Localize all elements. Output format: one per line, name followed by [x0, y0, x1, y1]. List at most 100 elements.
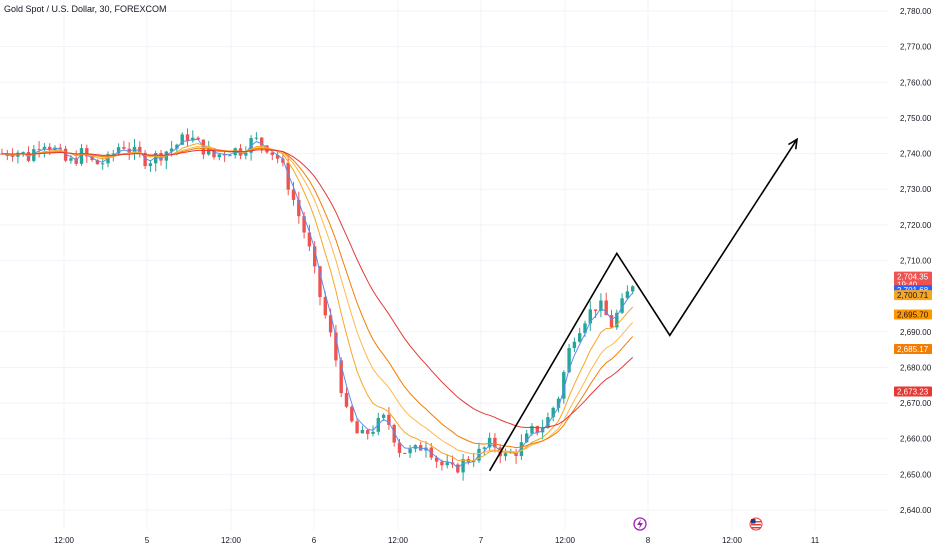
time-tick-label: 12:00	[54, 536, 75, 545]
projection-arrowhead	[788, 137, 799, 150]
candle-body	[148, 163, 153, 167]
candle-body	[180, 134, 184, 145]
candle-body	[222, 154, 227, 156]
us-flag-icon-stripe	[751, 521, 761, 523]
candle-body	[244, 152, 248, 156]
candle-body	[291, 189, 296, 200]
candle-body	[275, 154, 280, 159]
candle-body	[10, 155, 15, 157]
price-tick-label: 2,660.00	[900, 435, 932, 444]
candle-body	[302, 216, 306, 233]
moving-average-line-3	[1, 147, 634, 449]
price-tag-label: 2,673.23	[897, 388, 929, 397]
us-flag-icon-stripe	[751, 524, 761, 526]
time-tick-label: 6	[312, 536, 317, 545]
candle-body	[403, 452, 407, 454]
candle-body	[334, 332, 338, 361]
candle-body	[604, 300, 608, 316]
time-tick-label: 5	[145, 536, 150, 545]
candle-body	[445, 462, 449, 466]
time-axis: 12:00 5 12:00 6 12:00 7 12:00 8 12:00 11	[54, 536, 820, 545]
candle-body	[620, 298, 624, 313]
candle-body	[360, 430, 365, 434]
candle-body	[260, 137, 264, 146]
price-tick-label: 2,640.00	[900, 506, 932, 515]
time-tick-label: 12:00	[722, 536, 743, 545]
candle-body	[196, 137, 200, 140]
candle-body	[424, 447, 428, 451]
chart-title: Gold Spot / U.S. Dollar, 30, FOREXCOM	[4, 4, 167, 14]
price-axis: 2,780.00 2,770.00 2,760.00 2,750.00 2,740.00…	[900, 7, 932, 515]
price-tick-label: 2,750.00	[900, 114, 932, 123]
candle-body	[434, 457, 439, 462]
candle-body	[281, 158, 285, 163]
candle-body	[625, 291, 630, 299]
candle-body	[482, 447, 486, 449]
candle-body	[350, 406, 354, 422]
candle-body	[503, 453, 508, 457]
candle-body	[397, 442, 402, 453]
candle-body	[599, 300, 603, 311]
candle-body	[111, 153, 115, 155]
candle-body	[132, 146, 137, 153]
price-tick-label: 2,780.00	[900, 7, 932, 16]
candle-body	[371, 431, 375, 434]
candle-body	[530, 426, 534, 434]
fast-moving-average-line	[1, 138, 634, 469]
price-tag-label: 2,704.35	[897, 273, 929, 282]
price-tag-label: 2,685.17	[897, 345, 929, 354]
candle-body	[154, 153, 158, 164]
candle-body	[21, 152, 25, 154]
slow-moving-average-line	[1, 149, 634, 429]
candle-body	[116, 147, 121, 154]
candle-body	[408, 448, 412, 454]
candle-body	[318, 266, 322, 297]
candle-body	[381, 414, 386, 418]
candle-body	[58, 147, 62, 149]
price-tick-label: 2,710.00	[900, 257, 932, 266]
projection-zigzag	[488, 137, 799, 472]
candle-body	[578, 333, 582, 342]
price-tag-label: 2,700.71	[897, 291, 929, 300]
candle-body	[344, 393, 349, 407]
us-flag-icon-canton	[751, 519, 756, 524]
price-tick-label: 2,730.00	[900, 185, 932, 194]
candle-body	[419, 445, 423, 451]
moving-average-line-2	[1, 145, 634, 455]
candle-body	[95, 159, 100, 165]
candle-body	[392, 424, 396, 443]
price-tag-box	[894, 386, 932, 397]
candle-body	[74, 158, 78, 164]
time-tick-label: 12:00	[388, 536, 409, 545]
price-tick-label: 2,650.00	[900, 470, 932, 479]
price-tick-label: 2,760.00	[900, 78, 932, 87]
candle-body	[487, 437, 492, 448]
candle-body	[567, 348, 571, 373]
time-tick-label: 8	[646, 536, 651, 545]
candle-body	[48, 146, 52, 151]
candle-body	[440, 461, 444, 466]
candle-body	[122, 147, 126, 149]
candle-body	[138, 146, 142, 153]
candle-body	[588, 309, 592, 324]
candle-body	[32, 149, 36, 161]
candle-body	[85, 148, 89, 157]
time-tick-label: 11	[811, 536, 820, 545]
candle-body	[546, 417, 550, 429]
us-flag-icon-stripe	[751, 527, 761, 529]
candle-body	[339, 360, 343, 394]
price-tick-label: 2,670.00	[900, 399, 932, 408]
candle-body	[207, 148, 211, 155]
candle-body	[562, 372, 566, 399]
candle-body	[37, 149, 41, 151]
candle-body	[556, 398, 561, 408]
candle-body	[609, 315, 614, 328]
time-tick-label: 7	[479, 536, 484, 545]
candle-body	[572, 341, 577, 349]
moving-averages	[1, 138, 634, 469]
price-tag-box	[894, 309, 932, 320]
grid-lines	[0, 0, 888, 530]
candle-body	[615, 312, 619, 328]
flash-event-icon-bolt	[637, 519, 643, 529]
